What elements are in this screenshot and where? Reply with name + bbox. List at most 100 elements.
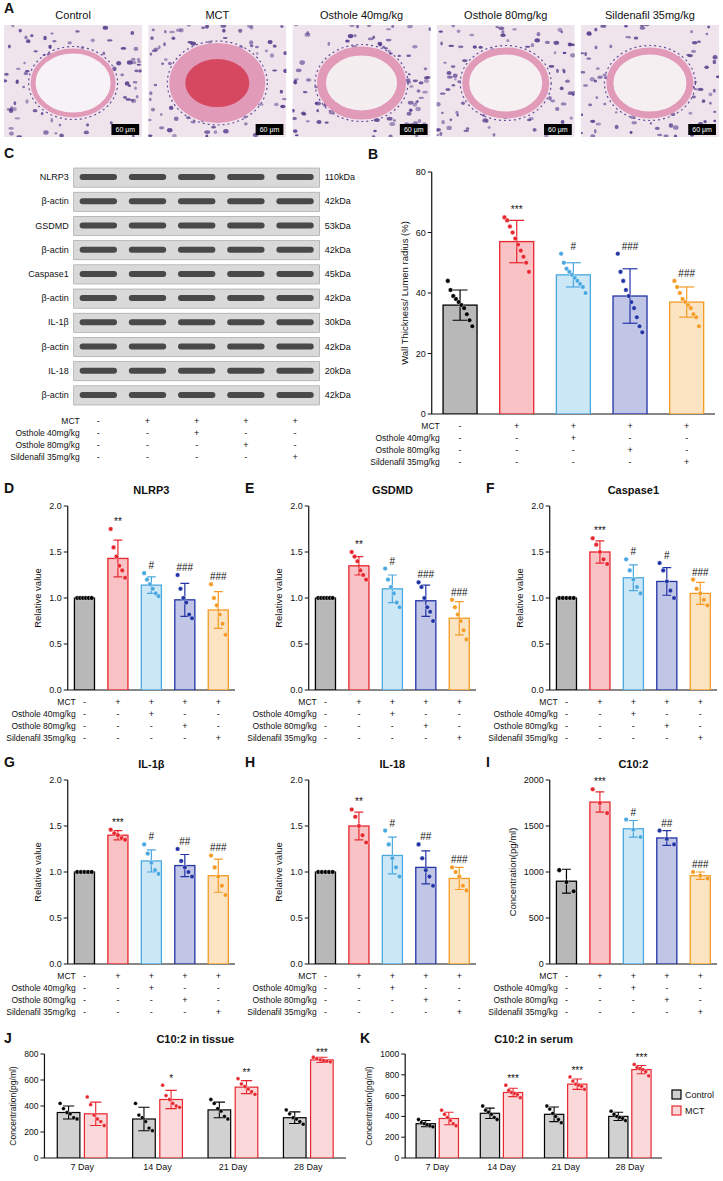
table-sign: + [457, 733, 462, 743]
nucleus [16, 135, 22, 137]
point [383, 566, 388, 571]
y-tick [64, 780, 68, 781]
nucleus [131, 99, 136, 103]
point [505, 218, 510, 223]
point [594, 542, 599, 547]
point [590, 536, 595, 541]
error-cap [662, 830, 671, 831]
nucleus [172, 134, 177, 137]
point [524, 260, 529, 265]
table-sign: + [631, 697, 636, 707]
table-sign: + [182, 971, 187, 981]
nucleus [590, 134, 595, 137]
nucleus [306, 31, 309, 35]
significance: *** [112, 817, 124, 828]
nucleus [440, 92, 446, 94]
nucleus [596, 67, 600, 70]
point [216, 874, 221, 879]
blot-band [80, 223, 117, 229]
table-sign: - [459, 457, 462, 467]
table-sign: - [572, 457, 575, 467]
error-cap [696, 871, 705, 872]
point [134, 1102, 138, 1106]
significance: # [390, 818, 396, 829]
table-sign: + [423, 971, 428, 981]
point [624, 557, 629, 562]
table-sign: - [424, 983, 427, 993]
nucleus [409, 85, 413, 87]
y-axis-title: Concentration(pg/ml) [507, 828, 518, 917]
table-sign: - [83, 697, 86, 707]
y-tick-label: 0 [34, 1153, 39, 1163]
table-sign: - [357, 995, 360, 1005]
y-tick-label: 80 [416, 167, 426, 177]
bar [590, 552, 610, 690]
point [702, 598, 707, 603]
nucleus [349, 25, 354, 27]
error-cap [147, 576, 156, 577]
point [672, 842, 677, 847]
point [627, 568, 632, 573]
marks [556, 536, 710, 690]
point [246, 1087, 250, 1091]
nucleus [568, 91, 573, 95]
nucleus [716, 75, 719, 78]
marks [416, 1063, 651, 1159]
nucleus [449, 119, 452, 122]
blot-band [178, 319, 215, 325]
nucleus [466, 127, 470, 130]
table-sign: - [83, 1007, 86, 1017]
blot-band [129, 319, 166, 325]
point [554, 1115, 558, 1119]
table-label: Osthole 40mg/kg [252, 709, 317, 719]
point [453, 605, 458, 610]
nucleus [33, 109, 38, 112]
nucleus [448, 45, 454, 47]
error-cap [455, 867, 464, 868]
chart-title: GSDMD [372, 484, 413, 496]
point [644, 1070, 648, 1074]
y-tick-label: 0 [539, 959, 544, 969]
point [590, 787, 595, 792]
point [161, 1083, 165, 1087]
point [220, 884, 225, 889]
nucleus [570, 53, 575, 57]
chart-title: Caspase1 [608, 484, 659, 496]
point [75, 1117, 79, 1121]
error-cap [113, 576, 122, 577]
table-sign: + [149, 971, 154, 981]
error-cap [595, 562, 604, 563]
y-tick [428, 414, 432, 415]
blot-strip [74, 168, 320, 187]
table-label: Osthole 40mg/kg [15, 428, 80, 438]
nucleus [457, 30, 461, 33]
error-bar [623, 269, 638, 323]
point [450, 598, 455, 603]
significance: # [571, 241, 577, 252]
bar [657, 838, 677, 964]
bar [315, 598, 335, 690]
bar [568, 1084, 587, 1158]
blot-band [178, 295, 215, 301]
panel: IC10:20500100015002000Concentration(pg/m… [486, 754, 717, 1017]
point [168, 1098, 172, 1102]
point [216, 1107, 220, 1111]
bar [74, 598, 94, 690]
significance: # [631, 807, 637, 818]
blot-band [276, 295, 313, 301]
blot-band [178, 392, 215, 398]
point [209, 1098, 213, 1102]
point [240, 1082, 244, 1086]
table-sign: + [457, 971, 462, 981]
nucleus [23, 62, 26, 65]
nucleus [698, 88, 704, 91]
point [697, 324, 702, 329]
nucleus [250, 26, 254, 30]
tissue-ground [4, 25, 142, 137]
significance: ## [179, 836, 191, 847]
error-cap [180, 583, 189, 584]
error-cap [696, 604, 705, 605]
y-tick-label: 0.5 [290, 639, 303, 649]
bar [503, 1092, 522, 1158]
nucleus [570, 44, 575, 47]
